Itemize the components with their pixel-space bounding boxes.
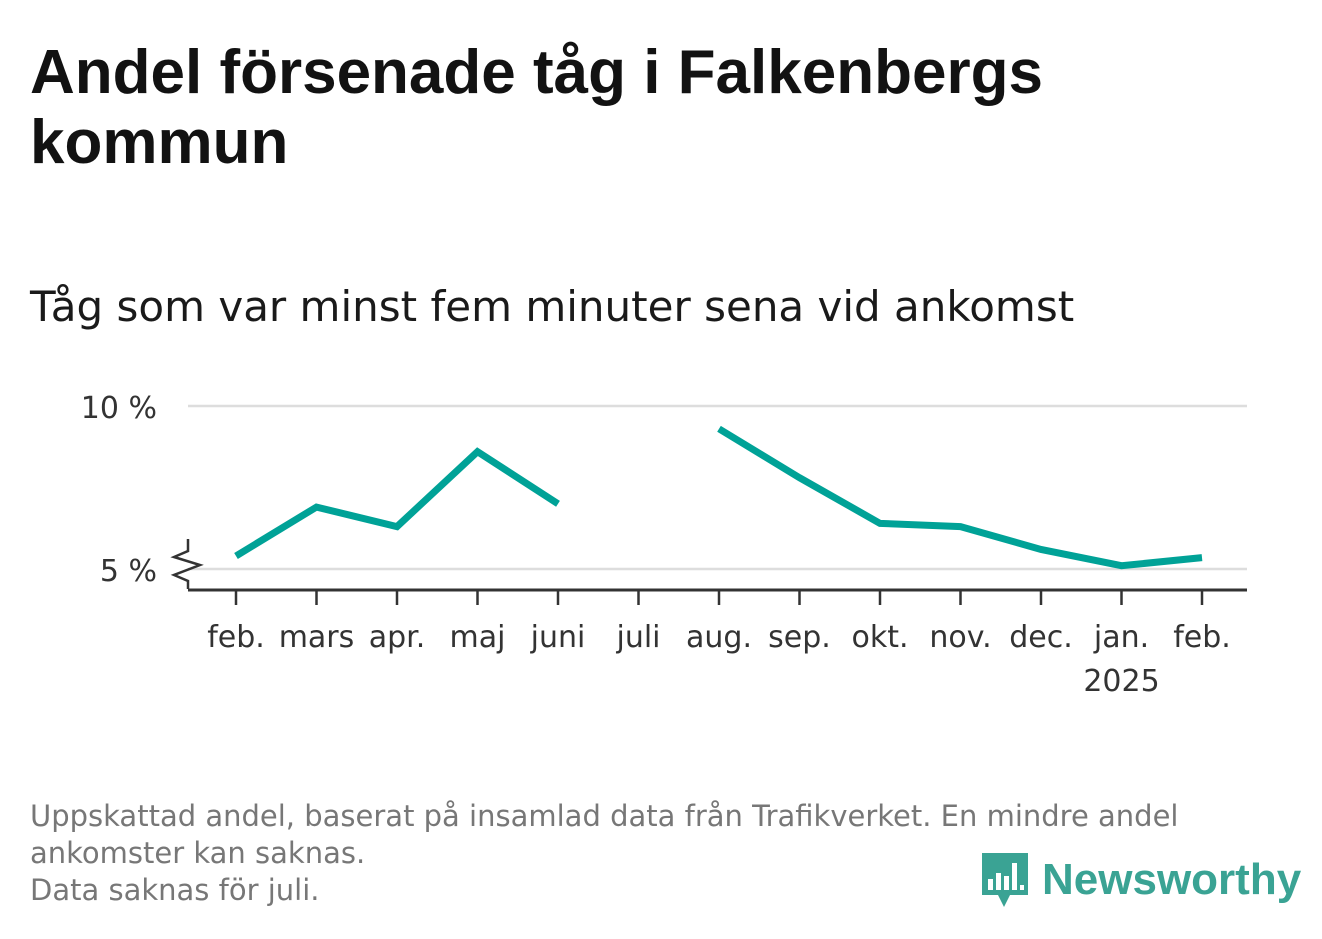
x-tick-label: jan. [1093, 620, 1149, 655]
x-tick-label: nov. [929, 620, 991, 655]
x-tick-label: feb. [207, 620, 265, 655]
x-tick-label: okt. [851, 620, 908, 655]
x-tick-label: aug. [686, 620, 752, 655]
y-tick-label: 5 % [100, 554, 157, 589]
x-year-label: 2025 [1083, 664, 1159, 699]
x-tick-label: mars [279, 620, 355, 655]
series-line [717, 425, 1203, 570]
x-tick-label: apr. [369, 620, 426, 655]
newsworthy-logo-icon [982, 853, 1028, 907]
y-tick-label: 10 % [81, 391, 157, 426]
chart-caption: Uppskattad andel, baserat på insamlad da… [30, 798, 1290, 909]
line-chart: 5 % 10 % feb. mars apr. maj juni juli aug. sep. ok… [81, 391, 1247, 699]
x-tick-label: feb. [1173, 620, 1231, 655]
caption-line-1: Uppskattad andel, baserat på insamlad da… [30, 799, 1179, 833]
x-tick-label: maj [450, 620, 506, 655]
x-tick-label: sep. [768, 620, 831, 655]
x-tick-label: juli [615, 620, 660, 655]
series-line [234, 447, 560, 559]
x-tick-label: dec. [1009, 620, 1073, 655]
brand-name: Newsworthy [1042, 855, 1302, 904]
chart-subtitle: Tåg som var minst fem minuter sena vid a… [30, 282, 1075, 331]
caption-line-2: ankomster kan saknas. [30, 836, 366, 870]
y-axis-break-icon [170, 539, 204, 589]
brand-logo: Newsworthy [980, 848, 1301, 912]
x-tick-label: juni [530, 620, 586, 655]
caption-line-3: Data saknas för juli. [30, 873, 320, 907]
chart-title: Andel försenade tåg i Falkenbergs kommun [30, 38, 1043, 177]
